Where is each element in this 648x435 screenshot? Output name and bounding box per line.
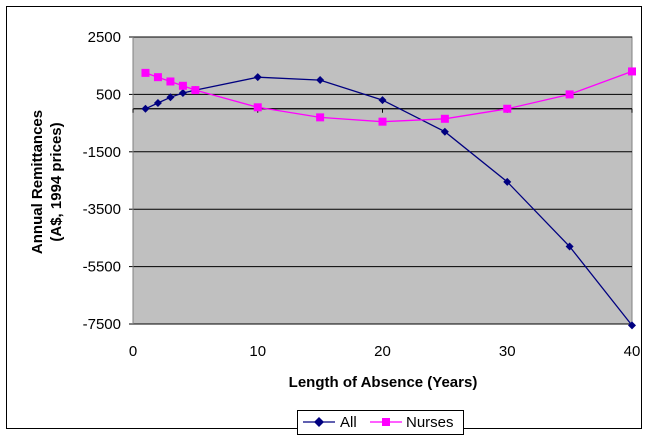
y-tick-label: 2500 [88, 29, 121, 46]
y-tick-label: -1500 [83, 144, 121, 161]
data-point-all [316, 76, 325, 85]
data-point-nurses [178, 81, 187, 90]
gridlines [133, 36, 632, 325]
data-point-nurses [565, 90, 574, 99]
legend-label-all: All [340, 414, 357, 431]
y-axis-title: Annual Remittances (A$, 1994 prices) [29, 110, 65, 254]
y-tick-label: -3500 [83, 201, 121, 218]
data-point-all [141, 104, 150, 113]
y-tick-label: -7500 [83, 316, 121, 333]
plot-area [132, 36, 633, 325]
data-point-nurses [628, 67, 636, 76]
y-tick-label: -5500 [83, 259, 121, 276]
x-tick-label: 20 [374, 343, 391, 360]
x-axis-title: Length of Absence (Years) [289, 374, 478, 391]
data-point-nurses [503, 104, 512, 113]
x-tick-label: 40 [624, 343, 641, 360]
data-point-all [253, 73, 262, 82]
series-layer [141, 67, 636, 330]
data-point-nurses [253, 103, 262, 112]
tick-labels: 2500 500 -1500 -3500 -5500 -7500 0 10 20 30 40 [83, 29, 641, 360]
data-point-nurses [316, 113, 325, 122]
x-tick-label: 10 [249, 343, 266, 360]
data-point-all [628, 321, 636, 330]
legend-label-nurses: Nurses [406, 414, 454, 431]
data-point-all [565, 242, 574, 251]
data-point-all [440, 127, 449, 136]
data-point-all [503, 177, 512, 186]
y-tick-label: 500 [96, 86, 121, 103]
legend-marker-all [314, 417, 324, 427]
data-point-nurses [440, 114, 449, 123]
data-point-nurses [141, 68, 150, 77]
y-axis-title-line2: (A$, 1994 prices) [48, 122, 65, 241]
y-axis-title-line1: Annual Remittances [29, 110, 46, 254]
axes [129, 36, 633, 325]
data-point-all [153, 99, 162, 108]
data-point-all [166, 93, 175, 102]
legend-marker-nurses [382, 418, 390, 426]
data-point-nurses [153, 73, 162, 82]
legend: All Nurses [297, 410, 464, 435]
x-tick-label: 0 [129, 343, 137, 360]
data-point-all [378, 96, 387, 105]
data-point-all [178, 88, 187, 97]
data-point-nurses [378, 117, 387, 126]
x-tick-label: 30 [499, 343, 516, 360]
data-point-nurses [166, 77, 175, 86]
data-point-nurses [191, 86, 200, 95]
